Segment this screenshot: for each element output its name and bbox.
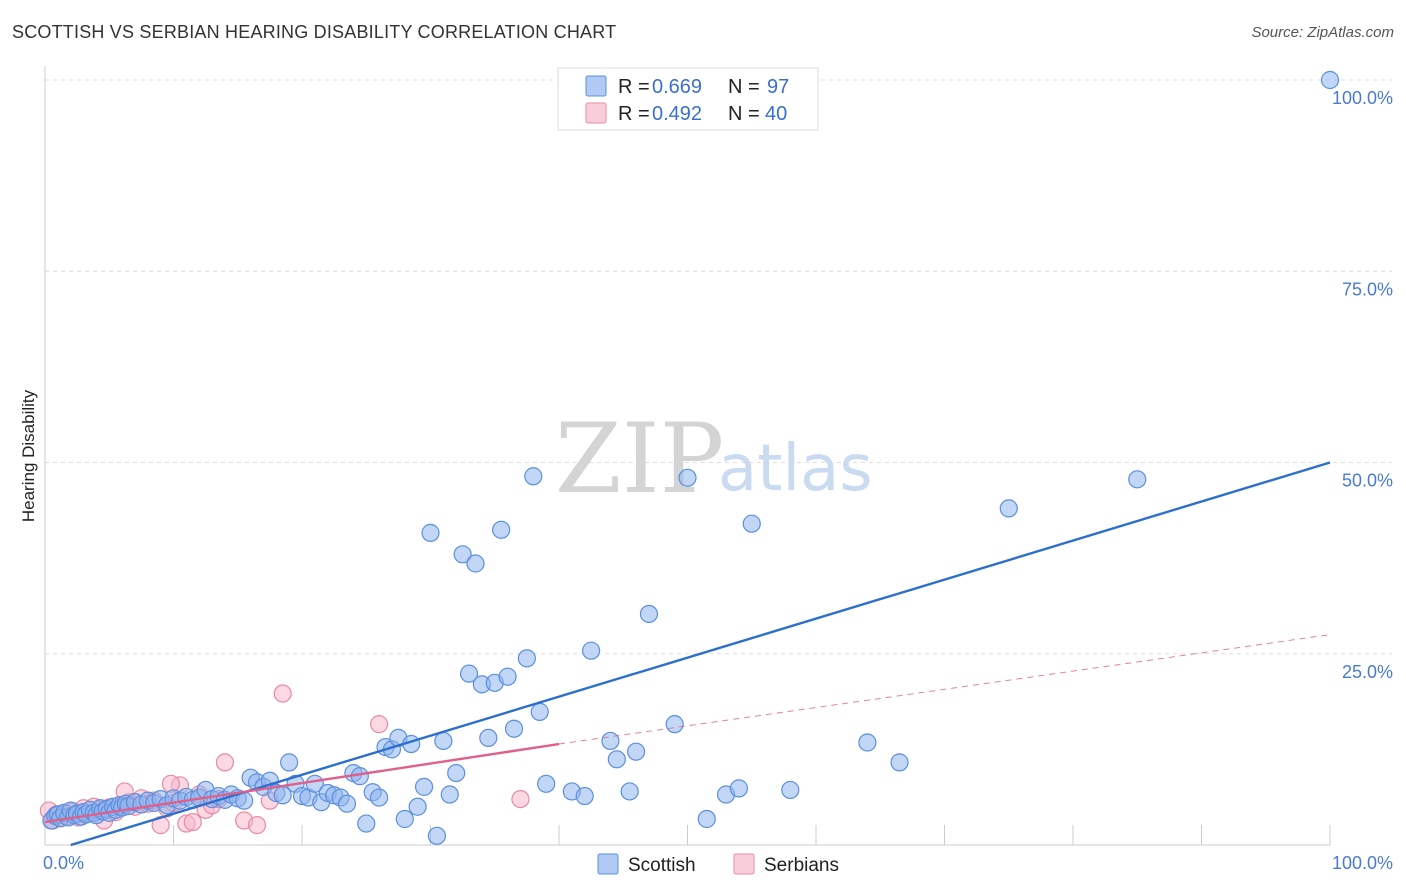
scottish-point xyxy=(427,826,447,845)
y-tick-label: 100.0% xyxy=(1332,88,1393,108)
scottish-point xyxy=(440,785,459,804)
x-tick-label: 0.0% xyxy=(43,853,84,873)
legend-swatch-scottish xyxy=(585,75,607,97)
serbians-point xyxy=(273,684,292,703)
scottish-point xyxy=(395,809,414,829)
source-label: Source: ZipAtlas.com xyxy=(1251,24,1394,41)
y-tick-label: 25.0% xyxy=(1342,662,1393,682)
serbians-trend-line xyxy=(44,742,560,824)
scottish-point xyxy=(537,774,556,793)
legend-r-value: 0.669 xyxy=(652,76,702,98)
y-tick-label: 75.0% xyxy=(1342,279,1393,299)
legend-row-scottish: R = 0.669 N = 97 xyxy=(585,75,789,98)
watermark-zip-text: ZIP xyxy=(555,403,724,515)
series-legend-swatch-serbians xyxy=(733,853,755,875)
serbians-point xyxy=(511,789,530,809)
series-legend-label-serbians: Serbians xyxy=(764,855,839,876)
scottish-point xyxy=(408,797,427,816)
scottish-point xyxy=(601,731,620,751)
series-legend-label-scottish: Scottish xyxy=(628,855,696,876)
watermark: ZIP atlas xyxy=(555,403,873,515)
serbians-point xyxy=(370,715,389,734)
legend-n-label: N = xyxy=(728,76,760,98)
scottish-point xyxy=(453,545,472,564)
scottish-point xyxy=(607,750,626,769)
scottish-point xyxy=(517,649,536,668)
watermark-atlas-text: atlas xyxy=(718,432,873,506)
scottish-point xyxy=(524,467,543,486)
chart-title: SCOTTISH VS SERBIAN HEARING DISABILITY C… xyxy=(12,22,617,42)
scottish-point xyxy=(999,499,1018,518)
tick-labels: 25.0% 50.0% 75.0% 100.0% 0.0% 100.0% xyxy=(43,88,1393,873)
scottish-point xyxy=(858,733,877,752)
scottish-point xyxy=(1128,470,1147,489)
stats-legend: R = 0.669 N = 97 R = 0.492 N = 40 xyxy=(557,67,819,131)
scottish-point xyxy=(280,753,299,772)
scottish-point xyxy=(582,641,601,660)
trend-lines xyxy=(44,461,1331,847)
y-tick-label: 50.0% xyxy=(1342,471,1393,491)
scottish-point xyxy=(729,779,749,798)
scottish-point xyxy=(678,468,697,487)
grid-lines xyxy=(45,79,1392,655)
legend-n-value: 40 xyxy=(765,103,787,125)
scottish-point xyxy=(498,667,517,686)
scottish-point xyxy=(421,523,440,542)
scottish-point xyxy=(414,777,434,796)
scottish-point xyxy=(492,520,511,539)
legend-swatch-serbians xyxy=(585,102,607,124)
legend-n-value: 97 xyxy=(767,76,789,98)
scottish-point xyxy=(890,753,909,772)
y-axis-label: Hearing Disability xyxy=(19,389,38,522)
x-tick-label: 100.0% xyxy=(1332,853,1393,873)
scottish-point xyxy=(434,731,453,751)
scottish-point xyxy=(620,782,639,801)
scottish-point xyxy=(530,702,549,721)
scottish-point xyxy=(357,814,376,833)
legend-r-label: R = xyxy=(618,76,650,98)
scottish-point xyxy=(479,728,498,748)
scottish-trend-line xyxy=(70,461,1331,847)
legend-row-serbians: R = 0.492 N = 40 xyxy=(585,102,787,125)
series-legend-swatch-scottish xyxy=(597,853,619,875)
serbians-trend-extension xyxy=(558,634,1331,745)
scottish-point xyxy=(665,715,684,734)
scottish-point xyxy=(459,664,479,683)
serbians-point xyxy=(183,812,202,832)
scottish-point xyxy=(575,786,594,806)
scottish-point xyxy=(1320,70,1340,90)
legend-r-label: R = xyxy=(618,103,650,125)
scottish-point xyxy=(742,514,761,533)
series-legend: Scottish Serbians xyxy=(597,853,839,876)
scottish-point xyxy=(504,719,524,738)
scottish-point xyxy=(370,788,389,807)
legend-r-value: 0.492 xyxy=(652,103,702,125)
scottish-point xyxy=(781,780,800,800)
scottish-point xyxy=(337,794,357,813)
scottish-point xyxy=(466,554,485,573)
scottish-point xyxy=(447,763,466,783)
serbians-point xyxy=(247,816,267,835)
serbians-point xyxy=(215,753,234,772)
legend-n-label: N = xyxy=(728,103,760,125)
scottish-point xyxy=(697,809,716,829)
scottish-point xyxy=(639,604,659,624)
scottish-point xyxy=(626,742,646,761)
